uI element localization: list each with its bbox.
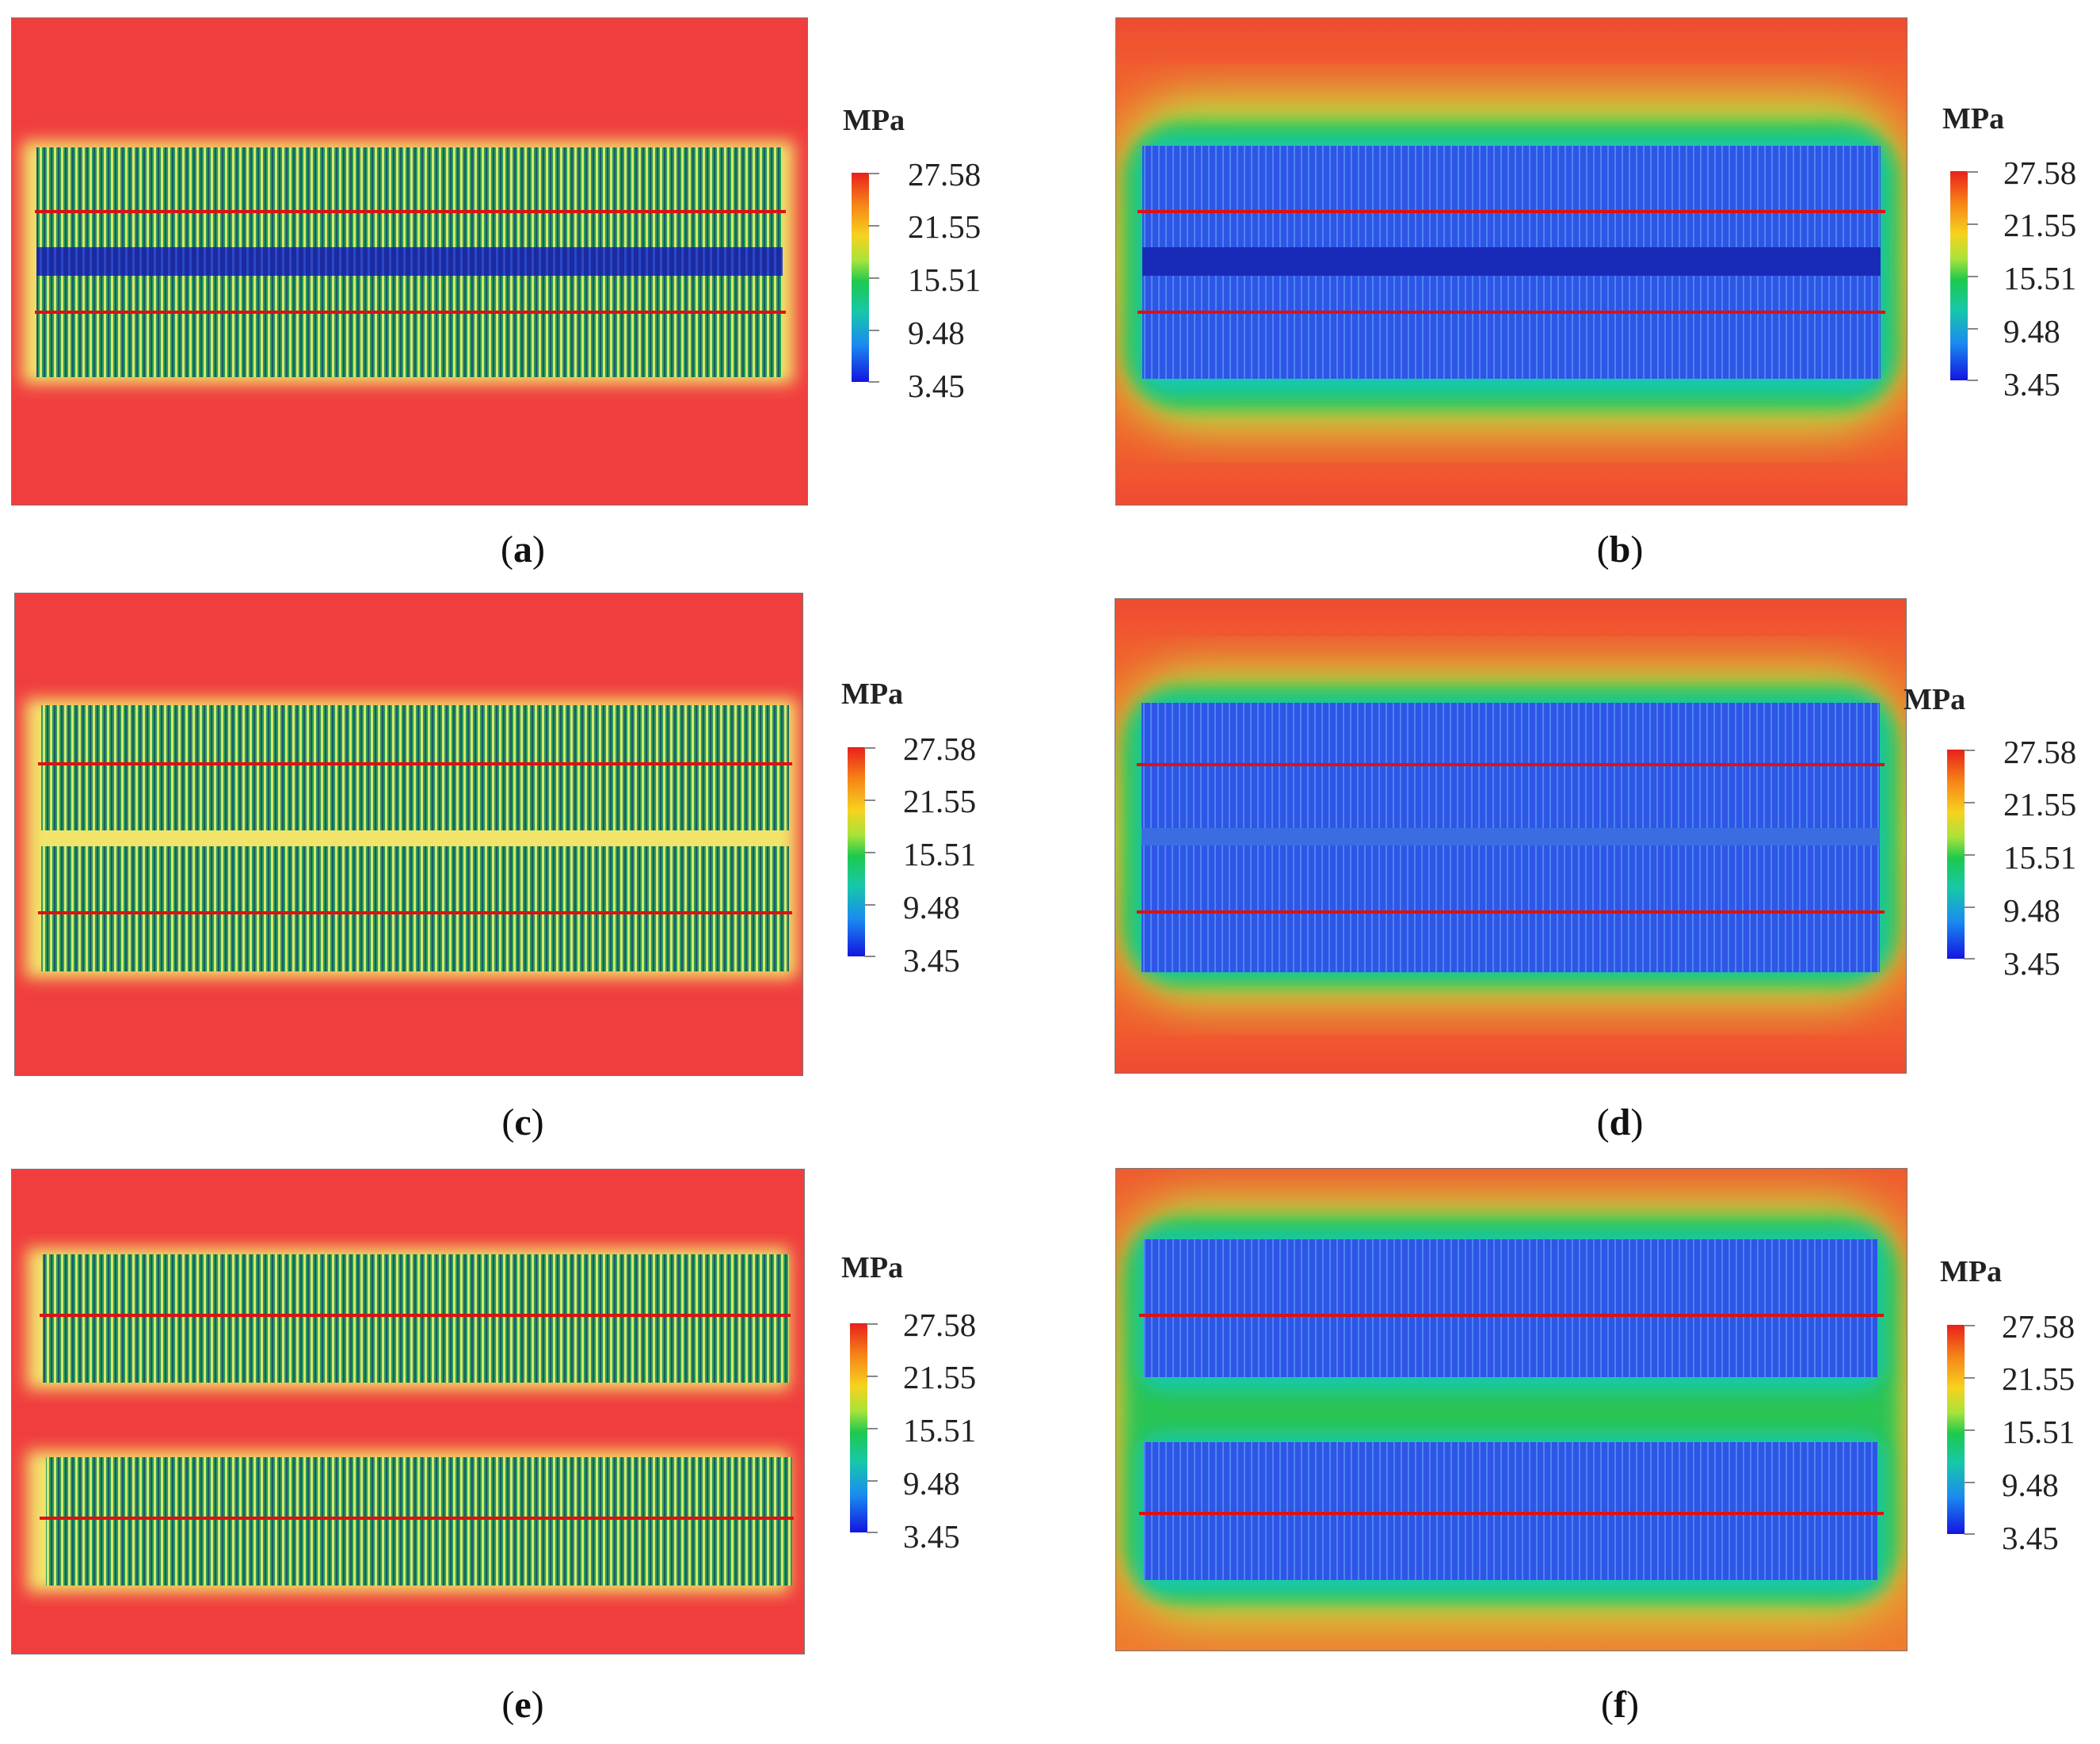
legend-value: 15.51 [2002,1414,2075,1450]
legend-value-max: 27.58 [903,1307,977,1343]
legend-value: 9.48 [908,315,965,351]
color-scale-bar [852,173,869,382]
panel-caption: (a) [501,529,545,571]
legend-value-min: 3.45 [903,1518,960,1555]
legend-value: 9.48 [2003,313,2060,349]
legend-unit: MPa [843,104,905,137]
color-scale-bar [848,747,865,956]
legend-unit: MPa [1942,102,2005,135]
legend-value: 21.55 [2003,207,2077,243]
legend-value: 9.48 [2003,892,2060,929]
legend-unit: MPa [841,677,904,711]
legend-value: 9.48 [903,1465,960,1502]
panel-caption: (e) [501,1684,544,1726]
legend-value-min: 3.45 [2002,1520,2059,1556]
legend-value: 21.55 [903,783,977,819]
legend-value-min: 3.45 [908,368,965,404]
panel-caption: (b) [1596,529,1644,571]
legend-value-max: 27.58 [903,731,977,767]
color-scale-bar [1947,750,1965,959]
legend-value: 15.51 [903,836,977,872]
legend-unit: MPa [1940,1255,2003,1288]
legend-value: 15.51 [2003,260,2077,296]
color-scale-bar [1947,1325,1965,1534]
legend-value: 21.55 [2003,786,2077,822]
legend-value-min: 3.45 [2003,366,2060,403]
panel-c: MPa 27.58 21.55 15.51 9.48 3.45 (c) [0,581,1050,1162]
legend-value-max: 27.58 [2002,1308,2075,1345]
color-scale-bar [1950,171,1968,380]
stress-contour-plot-a [11,17,808,506]
legend-value-max: 27.58 [908,156,981,193]
legend-value: 15.51 [903,1412,977,1448]
panel-f: MPa 27.58 21.55 15.51 9.48 3.45 (f) [1050,1162,2099,1742]
legend-value-min: 3.45 [903,942,960,979]
panel-b: MPa 27.58 21.55 15.51 9.48 3.45 (b) [1050,0,2099,581]
panel-d: MPa 27.58 21.55 15.51 9.48 3.45 (d) [1050,581,2099,1162]
panel-caption: (c) [501,1101,544,1143]
stress-contour-plot-e [11,1169,805,1654]
panel-e: MPa 27.58 21.55 15.51 9.48 3.45 (e) [0,1162,1050,1742]
stress-contour-plot-c [14,593,803,1076]
stress-contour-plot-b [1115,17,1908,506]
color-scale-bar [850,1323,867,1532]
legend-value-max: 27.58 [2003,155,2077,191]
legend-value: 21.55 [908,208,981,245]
legend-value: 21.55 [2002,1360,2075,1397]
legend-value: 9.48 [903,889,960,925]
legend-value: 15.51 [2003,839,2077,876]
stress-contour-plot-d [1115,598,1907,1074]
legend-value: 15.51 [908,261,981,298]
panel-caption: (f) [1601,1684,1639,1726]
legend-value-max: 27.58 [2003,734,2077,770]
legend-unit: MPa [841,1251,904,1284]
legend-value-min: 3.45 [2003,945,2060,982]
legend-unit: MPa [1904,683,1966,716]
panel-caption: (d) [1596,1101,1644,1143]
stress-contour-plot-f [1115,1168,1908,1651]
legend-value: 21.55 [903,1359,977,1395]
legend-value: 9.48 [2002,1467,2059,1503]
panel-a: MPa 27.58 21.55 15.51 9.48 3.45 (a) [0,0,1050,581]
